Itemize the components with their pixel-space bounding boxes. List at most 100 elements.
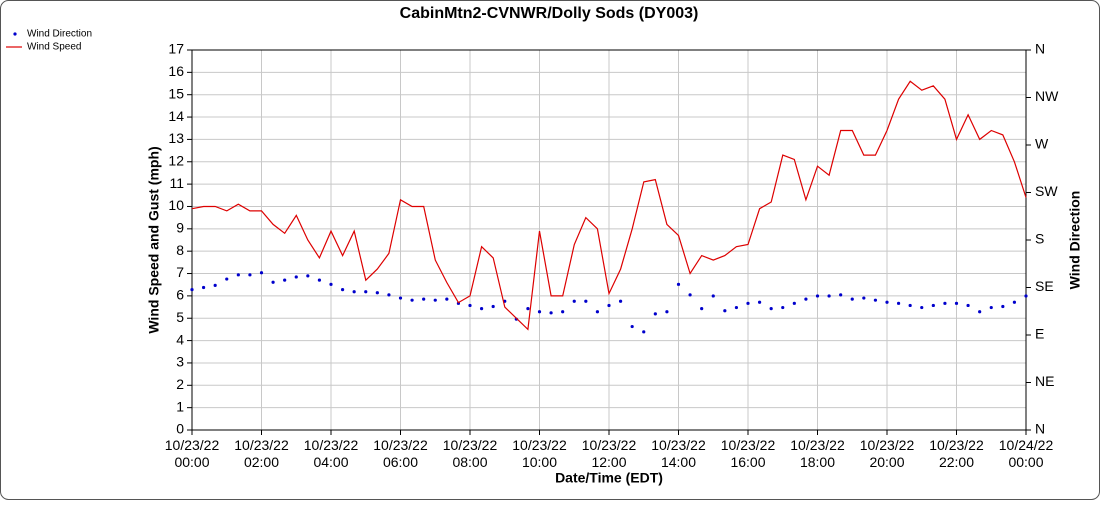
wind-direction-dot	[885, 300, 889, 304]
wind-direction-dot	[781, 305, 785, 310]
wind-direction-dot	[387, 293, 391, 297]
wind-direction-dot	[734, 305, 739, 310]
wind-direction-dot	[1024, 294, 1028, 298]
x-tick-label: 10/23/22 04:00	[304, 437, 359, 470]
wind-direction-dot	[445, 297, 449, 301]
y-tick-label: 6	[176, 287, 184, 303]
y2-tick-label: N	[1035, 421, 1045, 437]
x-tick-label: 10/23/22 14:00	[651, 437, 706, 470]
wind-direction-dot	[422, 297, 426, 301]
legend-label: Wind Direction	[27, 29, 92, 40]
wind-direction-dot	[236, 273, 240, 277]
wind-direction-dot	[526, 307, 530, 311]
wind-direction-dot	[804, 297, 808, 301]
y-tick-label: 7	[176, 264, 184, 280]
x-tick-label: 10/23/22 12:00	[582, 437, 637, 470]
y-tick-label: 13	[168, 130, 184, 146]
wind-direction-dot	[989, 305, 993, 310]
wind-direction-dot	[584, 299, 588, 303]
wind-direction-dot	[329, 282, 333, 286]
y-tick-label: 1	[176, 398, 184, 414]
wind-direction-dot	[271, 280, 275, 284]
y2-tick-label: E	[1035, 326, 1044, 342]
y2-tick-label: SE	[1035, 278, 1054, 294]
wind-direction-dot	[479, 307, 484, 311]
wind-direction-dot	[468, 303, 472, 308]
x-tick-label: 10/23/22 18:00	[790, 437, 845, 470]
wind-direction-dot	[723, 309, 727, 313]
wind-direction-dot	[364, 290, 368, 294]
wind-direction-dot	[943, 301, 947, 305]
wind-direction-dot	[248, 273, 252, 277]
wind-direction-dot	[213, 283, 217, 287]
y-tick-label: 17	[168, 41, 184, 57]
y2-tick-label: NE	[1035, 373, 1054, 389]
wind-direction-dot	[537, 310, 542, 314]
y2-axis-label: Wind Direction	[1067, 191, 1083, 290]
wind-direction-dot	[769, 307, 773, 311]
x-tick-label: 10/23/22 10:00	[512, 437, 567, 470]
wind-direction-dot	[595, 310, 600, 314]
y-tick-label: 11	[169, 175, 184, 191]
wind-direction-dot	[839, 293, 843, 297]
wind-direction-dot	[711, 294, 715, 298]
y-tick-label: 5	[176, 309, 184, 325]
y-axis-label: Wind Speed and Gust (mph)	[146, 146, 162, 333]
wind-direction-dot	[398, 296, 403, 300]
y2-tick-label: W	[1035, 136, 1049, 152]
y-tick-label: 14	[168, 108, 184, 124]
y2-tick-label: S	[1035, 231, 1044, 247]
x-tick-label: 10/23/22 00:00	[165, 437, 220, 470]
chart-title: CabinMtn2-CVNWR/Dolly Sods (DY003)	[400, 5, 699, 22]
wind-direction-dot	[908, 303, 912, 308]
y2-tick-label: SW	[1035, 183, 1058, 199]
y-tick-label: 12	[168, 152, 184, 168]
wind-direction-dot	[896, 301, 901, 305]
wind-direction-dot	[792, 301, 796, 305]
x-tick-label: 10/24/22 00:00	[999, 437, 1054, 470]
legend-label: Wind Speed	[27, 42, 81, 53]
y-tick-label: 2	[176, 376, 184, 392]
wind-direction-dot	[340, 288, 345, 292]
y-tick-label: 16	[168, 63, 184, 79]
wind-direction-dot	[352, 290, 356, 294]
x-tick-label: 10/23/22 20:00	[860, 437, 915, 470]
wind-direction-dot	[618, 299, 623, 303]
wind-direction-dot	[862, 296, 866, 300]
y2-tick-label: N	[1035, 41, 1045, 57]
wind-direction-dot	[375, 291, 379, 295]
wind-direction-dot	[561, 310, 565, 314]
wind-direction-dot	[931, 303, 935, 308]
y-tick-label: 4	[176, 331, 184, 347]
wind-direction-dot	[653, 312, 657, 316]
wind-direction-dot	[1001, 304, 1005, 309]
y-tick-label: 8	[176, 242, 184, 258]
wind-direction-dot	[283, 278, 287, 282]
wind-direction-dot	[966, 303, 970, 308]
y2-tick-label: NW	[1035, 88, 1059, 104]
wind-direction-dot	[572, 299, 576, 303]
x-tick-label: 10/23/22 08:00	[443, 437, 498, 470]
wind-direction-dot	[201, 285, 206, 290]
x-axis-label: Date/Time (EDT)	[555, 470, 663, 486]
wind-direction-dot	[954, 301, 959, 305]
wind-direction-dot	[225, 277, 229, 281]
wind-direction-dot	[665, 310, 669, 314]
x-tick-label: 10/23/22 06:00	[373, 437, 428, 470]
y-tick-label: 0	[176, 421, 184, 437]
wind-direction-dot	[190, 288, 194, 292]
x-tick-label: 10/23/22 02:00	[234, 437, 289, 470]
legend-marker	[13, 32, 17, 36]
wind-direction-dot	[688, 293, 692, 297]
wind-direction-dot	[920, 305, 924, 310]
y-tick-label: 10	[168, 197, 184, 213]
wind-direction-dot	[850, 297, 854, 301]
wind-direction-dot	[757, 300, 762, 304]
y-tick-label: 15	[168, 85, 184, 101]
wind-speed-line	[191, 80, 1027, 331]
y-tick-label: 3	[176, 354, 184, 370]
wind-direction-dot	[306, 274, 310, 278]
wind-direction-dot	[410, 298, 414, 302]
